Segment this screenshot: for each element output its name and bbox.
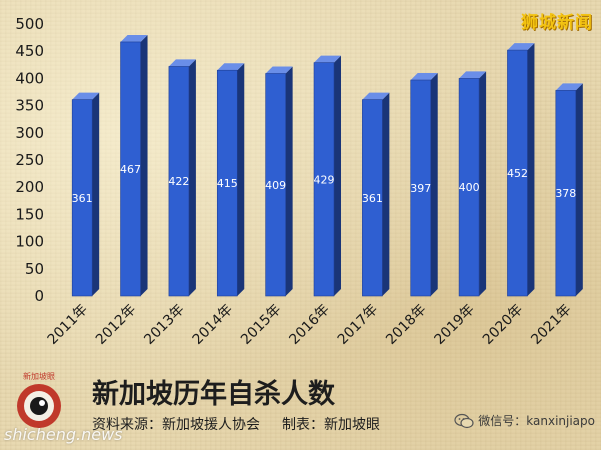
data-label: 361 (72, 192, 93, 205)
source-text: 资料来源：新加坡援人协会 (92, 417, 260, 433)
x-tick-label: 2013年 (141, 302, 187, 348)
y-tick-label: 150 (15, 205, 44, 223)
x-tick-label: 2017年 (335, 302, 381, 348)
brand-label: 狮城新闻 (521, 13, 593, 33)
data-label: 429 (314, 173, 335, 186)
x-tick-label: 2019年 (432, 302, 478, 348)
bar (410, 79, 432, 297)
bar (216, 69, 238, 297)
y-tick-label: 350 (15, 97, 44, 115)
bar-top (314, 55, 341, 63)
wechat-id: 微信号：kanxinjiapo (454, 412, 595, 429)
bar (168, 66, 190, 297)
bar-top (459, 71, 487, 79)
x-tick-label: 2012年 (93, 302, 139, 348)
bar-side (285, 66, 293, 296)
x-tick-label: 2016年 (286, 302, 332, 348)
logo-eye (30, 397, 48, 415)
y-tick-label: 500 (15, 15, 44, 33)
x-tick-label: 2018年 (383, 302, 429, 348)
bar-side (430, 73, 438, 296)
bar-side (92, 92, 100, 296)
bar-top (507, 43, 535, 51)
bar (71, 99, 93, 297)
x-tick-label: 2021年 (528, 302, 574, 348)
bar-side (575, 83, 583, 296)
source-row: 资料来源：新加坡援人协会 制表：新加坡眼 (92, 414, 380, 434)
bar-top (120, 34, 148, 42)
data-label: 397 (410, 182, 431, 195)
chart-title: 新加坡历年自杀人数 (92, 379, 335, 410)
bar (458, 78, 480, 297)
x-tick-label: 2015年 (238, 302, 284, 348)
y-tick-label: 0 (34, 287, 44, 305)
site-logo: 新加坡眼 (17, 371, 61, 428)
y-tick-label: 250 (15, 151, 44, 169)
bar-side (140, 34, 148, 297)
x-tick-label: 2020年 (480, 302, 526, 348)
bar (555, 90, 577, 297)
y-tick-label: 300 (15, 124, 44, 142)
logo-caption: 新加坡眼 (23, 371, 55, 381)
data-label: 378 (555, 187, 576, 200)
bar-side (188, 59, 196, 296)
bar (265, 73, 286, 297)
bar (362, 99, 383, 297)
bar-top (362, 92, 390, 100)
bar (507, 49, 528, 297)
data-label: 361 (362, 192, 383, 205)
bar-top (168, 59, 196, 67)
x-tick-label: 2014年 (190, 302, 236, 348)
bar-side (334, 55, 341, 297)
data-label: 422 (168, 175, 189, 188)
data-label: 452 (507, 167, 528, 180)
bar-top (555, 83, 583, 91)
y-tick-label: 400 (15, 69, 44, 87)
y-tick-label: 100 (15, 233, 44, 251)
x-tick-label: 2011年 (45, 302, 91, 348)
y-tick-label: 200 (15, 178, 44, 196)
y-tick-label: 450 (15, 42, 44, 60)
wechat-text: 微信号：kanxinjiapo (478, 414, 595, 428)
data-label: 400 (459, 181, 480, 194)
bar-top (410, 73, 438, 81)
bar (120, 41, 141, 297)
bar-top (265, 66, 293, 74)
bar (313, 62, 335, 297)
bar-top (217, 63, 245, 71)
y-tick-label: 50 (25, 260, 44, 278)
bar-side (382, 92, 390, 296)
watermark: shicheng.news (4, 425, 123, 444)
bar-side (479, 71, 487, 297)
maker-text: 制表：新加坡眼 (282, 417, 380, 433)
logo-highlight (39, 400, 45, 406)
data-label: 467 (120, 163, 141, 176)
bar-top (72, 92, 100, 100)
data-label: 415 (217, 177, 238, 190)
bar-side (527, 43, 535, 296)
wechat-icon (454, 413, 474, 428)
bar-side (237, 63, 245, 296)
data-label: 409 (265, 179, 286, 192)
